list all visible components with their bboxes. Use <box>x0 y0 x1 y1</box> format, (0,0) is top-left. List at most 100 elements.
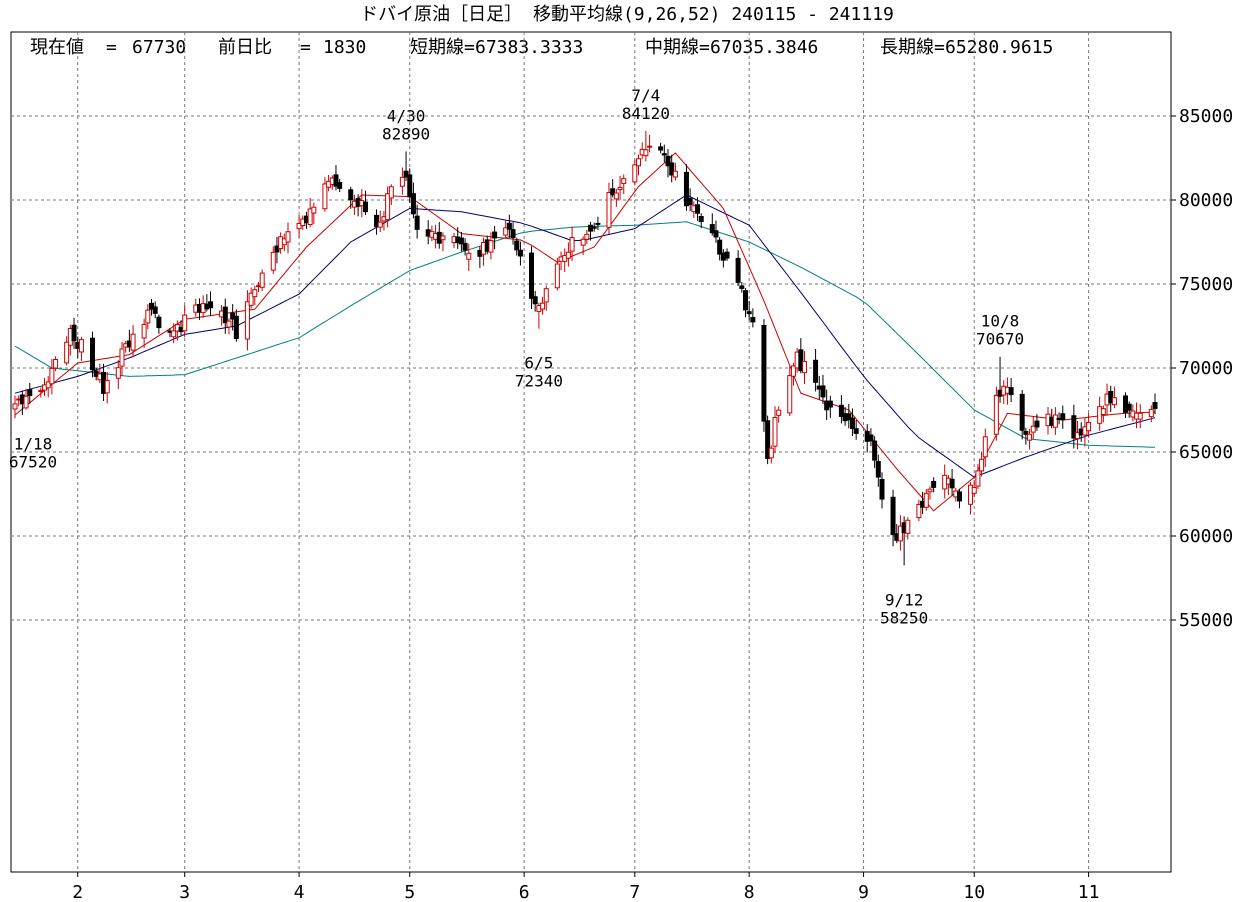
candle-body-up <box>252 289 258 298</box>
candle <box>897 515 903 551</box>
candle-body-up <box>259 272 265 288</box>
candle-body-up <box>270 251 276 271</box>
x-tick-label: 11 <box>1078 882 1100 902</box>
candle-body-up <box>790 365 796 377</box>
candle <box>1071 404 1077 449</box>
candle <box>1027 428 1033 450</box>
candle <box>182 305 188 338</box>
candle <box>399 167 405 195</box>
candle <box>1108 385 1114 412</box>
candle <box>820 374 826 404</box>
candle-body-up <box>311 206 317 214</box>
candle <box>776 406 782 423</box>
candle-body-up <box>580 238 586 246</box>
candle-body-up <box>377 221 383 228</box>
candle-body-up <box>12 403 18 410</box>
candle <box>1111 386 1117 409</box>
candle <box>761 319 767 432</box>
candle-body-up <box>115 367 121 379</box>
candle-body-down <box>724 251 730 259</box>
candle-body-up <box>802 361 808 374</box>
y-tick-label: 65000 <box>1179 442 1233 463</box>
candle-body-up <box>621 178 627 184</box>
candle-body-up <box>617 186 623 191</box>
candle-body-down <box>1034 420 1040 428</box>
x-tick-label: 4 <box>294 882 305 902</box>
candle-body-down <box>683 171 689 207</box>
candle-body-up <box>543 288 549 303</box>
candle <box>1019 390 1025 440</box>
candle-body-down <box>222 306 228 324</box>
candle <box>529 246 535 309</box>
candle-body-down <box>750 316 756 323</box>
candle <box>665 149 671 178</box>
candle <box>285 222 291 254</box>
candle-body-up <box>772 417 778 447</box>
change-value: 1830 <box>323 37 366 58</box>
candle-body-up <box>1075 431 1081 440</box>
y-tick-label: 55000 <box>1179 610 1233 631</box>
candle-body-up <box>1027 433 1033 441</box>
candle <box>362 190 368 216</box>
candle-body-down <box>798 349 804 372</box>
candle-body-up <box>905 519 911 534</box>
candle-body-down <box>208 301 214 309</box>
candle <box>1148 405 1154 423</box>
candle <box>853 419 859 440</box>
candle-body-down <box>362 201 368 213</box>
change-eq: = <box>300 37 311 58</box>
candle-body-down <box>717 239 723 255</box>
candle <box>337 178 343 192</box>
current-value-eq: = <box>106 37 117 58</box>
candle-body-up <box>285 231 291 243</box>
candle-body-up <box>672 170 678 178</box>
long-ma-eq: = <box>934 37 945 58</box>
candle-body-up <box>613 192 619 200</box>
candle <box>1008 378 1014 403</box>
annotation-price: 72340 <box>515 372 563 391</box>
candle-body-down <box>956 491 962 502</box>
candle-body-up <box>768 447 774 459</box>
short-ma-value: 67383.3333 <box>475 37 583 58</box>
candle <box>38 387 44 398</box>
x-tick-label: 9 <box>858 882 869 902</box>
candle-body-up <box>968 484 974 505</box>
candle <box>104 372 110 404</box>
candle-body-down <box>820 385 826 398</box>
candle-body-down <box>827 400 833 408</box>
candle-body-down <box>506 222 512 230</box>
candle-body-down <box>492 231 498 239</box>
annotation-date: 1/18 <box>14 435 53 454</box>
candle-body-down <box>410 193 416 215</box>
candle-body-down <box>510 229 516 239</box>
mid-ma-value: 67035.3846 <box>710 37 818 58</box>
candle-body-up <box>776 409 782 416</box>
candle <box>385 186 391 228</box>
candle <box>879 472 885 509</box>
candle-body-down <box>849 417 855 429</box>
candle <box>554 257 560 291</box>
candle <box>208 291 214 317</box>
candle-body-up <box>897 525 903 542</box>
candle-body-down <box>414 215 420 230</box>
y-tick-label: 75000 <box>1179 274 1233 295</box>
candle <box>311 202 317 225</box>
candle-body-down <box>1108 390 1114 404</box>
candle-body-up <box>226 320 232 328</box>
candle <box>790 362 796 386</box>
candle <box>709 213 715 236</box>
candle-body-up <box>979 458 985 472</box>
candle-body-up <box>38 390 44 393</box>
candle-body-up <box>632 164 638 183</box>
candle-body-up <box>23 395 29 409</box>
candle <box>171 323 177 344</box>
candle <box>787 366 793 416</box>
x-axis: 2 3 4 5 6 7 8 9 10 11 <box>72 872 1099 902</box>
candle <box>868 428 874 447</box>
candle <box>458 231 464 252</box>
candle-body-down <box>149 302 155 310</box>
candle <box>440 232 446 252</box>
candle-body-down <box>669 162 675 176</box>
